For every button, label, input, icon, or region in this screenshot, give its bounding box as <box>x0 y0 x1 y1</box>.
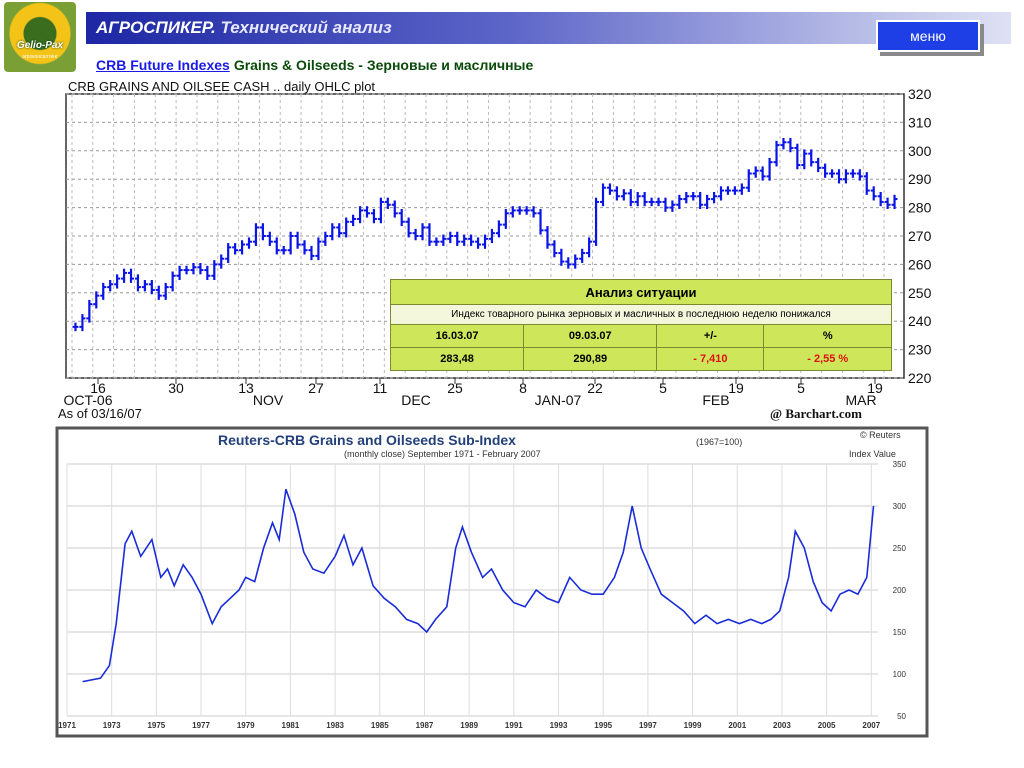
ohlc-chart: 220 230 240 250 260 270 280 290 300 310 320 16 30 13… <box>58 79 932 421</box>
title-part-1: АГРОСПИКЕР. <box>96 18 216 37</box>
x-tick-label: 1989 <box>460 721 478 730</box>
y-tick-label: 290 <box>908 171 932 187</box>
month-label: MAR <box>845 392 876 408</box>
crb-future-indexes-link[interactable]: CRB Future Indexes <box>96 57 230 73</box>
table-header-cell: % <box>763 324 892 348</box>
y-tick-label: 200 <box>893 586 907 595</box>
x-tick-label: 30 <box>168 380 184 396</box>
table-header-cell: +/- <box>656 324 765 348</box>
x-tick-label: 1985 <box>371 721 389 730</box>
table-header-cell: 09.03.07 <box>523 324 658 348</box>
monthly-y-ticks: 50 100 150 200 250 300 350 <box>893 460 907 721</box>
monthly-x-ticks: 1971 1973 1975 1977 1979 1981 1983 1985 1987 1989… <box>58 721 881 730</box>
y-tick-label: 300 <box>908 143 932 159</box>
x-tick-label: 5 <box>797 380 805 396</box>
table-value-cell: 290,89 <box>523 347 658 371</box>
logo: Gelio-Pax агроконсалтинг <box>4 2 76 72</box>
x-tick-label: 1975 <box>147 721 165 730</box>
month-label: JAN-07 <box>535 392 582 408</box>
x-tick-label: 1987 <box>416 721 434 730</box>
x-tick-label: 2003 <box>773 721 791 730</box>
y-tick-label: 350 <box>893 460 907 469</box>
x-tick-label: 2007 <box>862 721 880 730</box>
x-tick-label: 1991 <box>505 721 523 730</box>
y-tick-label: 220 <box>908 370 932 386</box>
ohlc-y-ticks: 220 230 240 250 260 270 280 290 300 310 320 <box>908 86 932 386</box>
title-part-2: Технический анализ <box>215 18 392 37</box>
y-tick-label: 320 <box>908 86 932 102</box>
x-tick-label: 1993 <box>550 721 568 730</box>
barchart-credit: @ Barchart.com <box>770 406 862 421</box>
x-tick-label: 1983 <box>326 721 344 730</box>
y-tick-label: 310 <box>908 114 932 130</box>
analysis-table-title: Анализ ситуации <box>390 279 892 305</box>
monthly-y-axis-label: Index Value <box>849 449 896 459</box>
title-bar <box>86 12 1011 44</box>
y-tick-label: 100 <box>893 670 907 679</box>
subtitle-text: Grains & Oilseeds - Зерновые и масличные <box>233 57 534 73</box>
x-tick-label: 2005 <box>818 721 836 730</box>
table-value-cell: 283,48 <box>389 347 525 371</box>
ohlc-chart-title: CRB GRAINS AND OILSEE CASH .. daily OHLC… <box>68 79 375 94</box>
month-label: FEB <box>702 392 729 408</box>
x-tick-label: 1995 <box>594 721 612 730</box>
x-tick-label: 19 <box>728 380 744 396</box>
month-label: NOV <box>253 392 284 408</box>
x-tick-label: 5 <box>659 380 667 396</box>
monthly-grid <box>66 463 878 717</box>
y-tick-label: 150 <box>893 628 907 637</box>
ohlc-as-of-label: As of 03/16/07 <box>58 406 142 421</box>
x-tick-label: 16 <box>90 380 106 396</box>
monthly-series-line <box>82 488 875 683</box>
monthly-chart-title: Reuters-CRB Grains and Oilseeds Sub-Inde… <box>218 432 516 448</box>
logo-subtext: агроконсалтинг <box>22 54 58 60</box>
analysis-table: Анализ ситуации Индекс товарного рынка з… <box>389 279 892 371</box>
table-percent-cell: - 2,55 % <box>763 347 892 371</box>
page-title: АГРОСПИКЕР. Технический анализ <box>96 18 392 38</box>
y-tick-label: 280 <box>908 200 932 216</box>
x-tick-label: 19 <box>867 380 883 396</box>
menu-button[interactable]: меню <box>876 20 980 52</box>
x-tick-label: 1997 <box>639 721 657 730</box>
y-tick-label: 230 <box>908 342 932 358</box>
month-label: OCT-06 <box>63 392 112 408</box>
x-tick-label: 1981 <box>282 721 300 730</box>
ohlc-x-ticks: 16 30 13 27 11 25 8 22 5 19 5 19 OCT-06 NOV DEC JAN-07 F… <box>63 378 883 408</box>
y-tick-label: 250 <box>908 285 932 301</box>
x-tick-label: 25 <box>447 380 463 396</box>
x-tick-label: 1977 <box>192 721 210 730</box>
ohlc-bars <box>72 138 898 332</box>
logo-text: Gelio-Pax <box>16 40 64 51</box>
x-tick-label: 1971 <box>58 721 76 730</box>
y-tick-label: 270 <box>908 228 932 244</box>
x-tick-label: 11 <box>373 380 388 396</box>
x-tick-label: 1999 <box>684 721 702 730</box>
monthly-chart-frame <box>55 426 929 738</box>
y-tick-label: 240 <box>908 313 932 329</box>
table-header-cell: 16.03.07 <box>389 324 525 348</box>
reuters-credit: © Reuters <box>860 430 901 440</box>
y-tick-label: 50 <box>897 712 906 721</box>
y-tick-label: 260 <box>908 256 932 272</box>
x-tick-label: 1973 <box>103 721 121 730</box>
monthly-chart-title-note: (1967=100) <box>696 437 742 447</box>
x-tick-label: 13 <box>238 380 254 396</box>
y-tick-label: 300 <box>893 502 907 511</box>
monthly-chart-subtitle: (monthly close) September 1971 - Februar… <box>344 449 541 459</box>
table-change-cell: - 7,410 <box>656 347 765 371</box>
y-tick-label: 250 <box>893 544 907 553</box>
x-tick-label: 8 <box>519 380 527 396</box>
x-tick-label: 2001 <box>728 721 746 730</box>
month-label: DEC <box>401 392 431 408</box>
x-tick-label: 22 <box>587 380 603 396</box>
analysis-table-note: Индекс товарного рынка зерновых и маслич… <box>390 304 892 325</box>
x-tick-label: 27 <box>308 380 324 396</box>
page-subtitle: CRB Future Indexes Grains & Oilseeds - Зе… <box>96 57 533 73</box>
x-tick-label: 1979 <box>237 721 255 730</box>
